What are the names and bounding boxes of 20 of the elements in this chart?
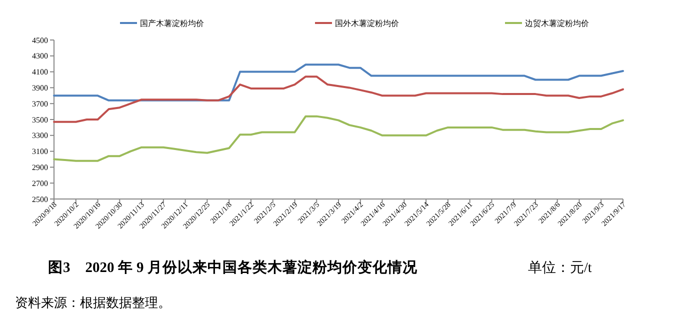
y-tick-label: 4500 <box>32 36 48 45</box>
y-tick-label: 2500 <box>32 194 48 204</box>
line-series <box>53 115 624 162</box>
y-tick-label: 3900 <box>32 84 48 92</box>
y-tick-label: 3300 <box>32 131 48 140</box>
y-tick-label: 2900 <box>32 163 48 172</box>
legend-label: 国产木薯淀粉均价 <box>140 18 204 28</box>
text: 单位：元/t <box>528 260 592 276</box>
y-tick-label: 3500 <box>32 115 48 124</box>
y-tick-label: 2700 <box>32 178 48 188</box>
line-series <box>53 76 624 123</box>
legend-label: 国外木薯淀粉均价 <box>335 18 399 28</box>
y-tick-label: 4100 <box>32 68 48 77</box>
line-series <box>53 64 624 102</box>
y-tick-label: 3700 <box>32 99 48 108</box>
y-tick-label: 3100 <box>32 147 48 156</box>
y-tick-label: 4300 <box>32 52 48 61</box>
text: 资料来源：根据数据整理。 <box>15 295 171 310</box>
legend-label: 边贸木薯淀粉均价 <box>525 18 589 28</box>
text: 图3 2020 年 9 月份以来中国各类木薯淀粉均价变化情况 <box>48 258 418 276</box>
